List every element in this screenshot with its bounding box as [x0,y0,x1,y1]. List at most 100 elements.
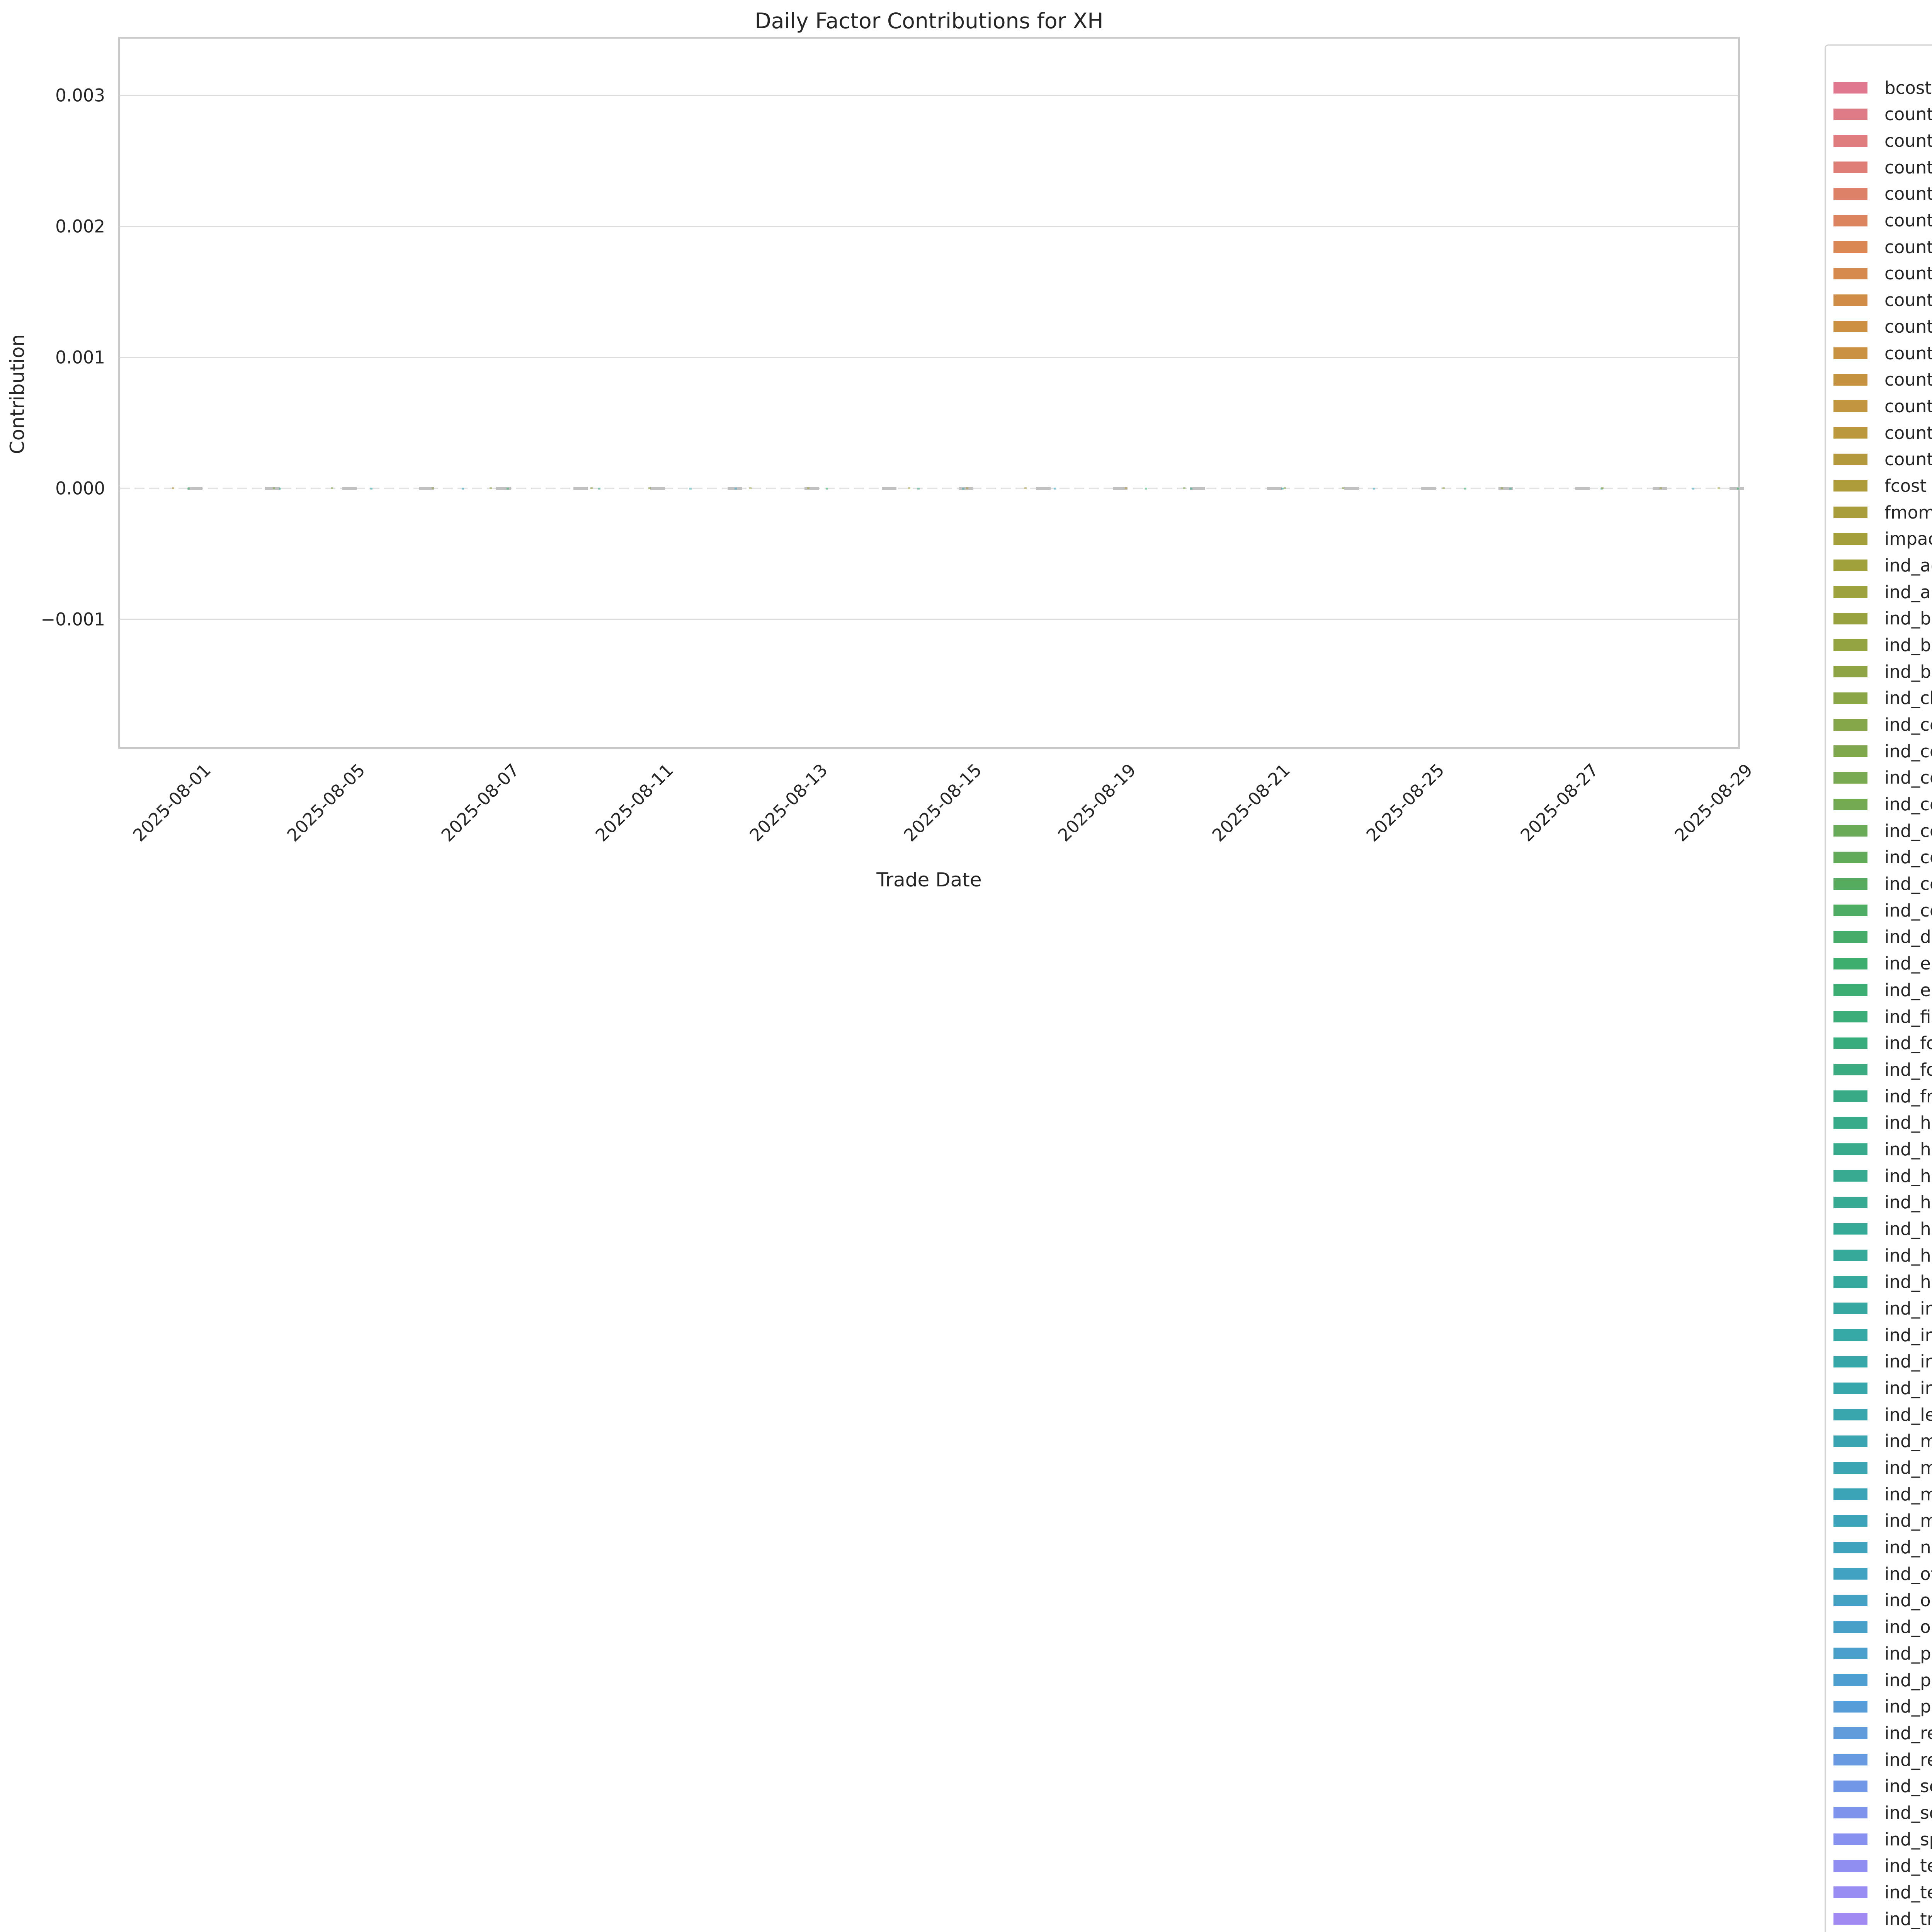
legend-item: ind_healthcare_providers_services [1826,1136,1932,1163]
legend-swatch [1833,1090,1867,1102]
legend-label: ind_passenger_transportation [1884,1670,1932,1690]
legend-label: ind_beverages [1884,634,1932,655]
data-speck [962,487,964,490]
data-speck [1718,487,1720,489]
legend-item: country_XH [1826,446,1932,473]
legend-item: ind_transportation_infrastructure [1826,1906,1932,1932]
y-axis-label: Contribution [6,334,29,454]
legend-swatch [1833,347,1867,359]
legend-label: ind_telecommunications_serices [1884,1855,1932,1876]
legend-item: fmom [1826,499,1932,526]
legend-swatch [1833,1754,1867,1766]
legend-swatch [1833,772,1867,784]
legend-swatch [1833,1648,1867,1660]
legend-item: ind_insurance [1826,1322,1932,1349]
legend-item: ind_automobile [1826,579,1932,605]
legend-item: impactCost [1826,526,1932,552]
legend-swatch [1833,214,1867,226]
legend-item: ind_aerospace_defense [1826,552,1932,579]
legend-swatch [1833,453,1867,465]
legend-swatch [1833,1727,1867,1739]
legend-item: ind_investment_services [1826,1375,1932,1401]
legend-item: ind_multiline_utilities [1826,1507,1932,1534]
x-tick-label: 2025-08-21 [1208,760,1294,846]
legend-swatch [1833,1488,1867,1500]
data-speck [598,487,600,490]
legend-item: ind_media_publishing [1826,1454,1932,1481]
legend-item: ind_semiconductors [1826,1773,1932,1799]
legend-swatch [1833,931,1867,943]
x-tick-label: 2025-08-07 [437,760,524,846]
legend-item: country_SG [1826,366,1932,393]
legend-item: ind_beverages [1826,632,1932,658]
legend-swatch [1833,321,1867,333]
legend-swatch [1833,400,1867,412]
legend-label: ind_media_publishing [1884,1458,1932,1478]
legend-item: ind_chemicals [1826,685,1932,711]
y-tick-label: 0.002 [55,216,105,237]
legend-label: country_AU [1884,104,1932,125]
data-speck [490,487,492,489]
legend-swatch [1833,1382,1867,1394]
legend-swatch [1833,984,1867,996]
y-tick-label: −0.001 [41,609,105,630]
legend-swatch [1833,1223,1867,1235]
legend-label: ind_semiconductors [1884,1776,1932,1797]
data-speck [826,487,828,490]
legend-label: country_TW [1884,422,1932,443]
legend-swatch [1833,241,1867,253]
legend-swatch [1833,507,1867,519]
legend-item: country_MY [1826,287,1932,313]
legend-swatch [1833,1303,1867,1315]
legend-swatch [1833,267,1867,279]
legend-swatch [1833,1594,1867,1606]
gridline [120,226,1738,227]
legend-label: ind_industrial_distribution [1884,1298,1932,1319]
data-speck [1737,487,1739,490]
data-speck [1464,487,1466,490]
legend-label: country_KR [1884,263,1932,284]
x-axis-label: Trade Date [876,869,982,891]
data-speck [749,487,752,489]
legend-item: country_NZ [1826,313,1932,340]
legend-item: ind_natural_gas_utilities [1826,1534,1932,1561]
legend-swatch [1833,1064,1867,1076]
legend-label: ind_multiline_utilities [1884,1510,1932,1531]
legend-label: ind_integrated_hardware_software [1884,1351,1932,1372]
legend-label: ind_specialty_reatil [1884,1829,1932,1850]
legend-swatch [1833,851,1867,863]
x-tick-label: 2025-08-15 [900,760,986,846]
data-speck [1442,487,1445,489]
group-zero-dash [265,486,280,490]
data-speck [331,487,333,489]
legend-item: ind_diversified_retail [1826,923,1932,950]
group-zero-dash [1498,486,1513,490]
legend-swatch [1833,82,1867,94]
legend-swatch [1833,1117,1867,1129]
legend-swatch [1833,1833,1867,1845]
legend-swatch [1833,745,1867,757]
legend-swatch [1833,374,1867,386]
data-speck [1509,487,1512,490]
data-speck [507,487,509,490]
legend-label: ind_healthcare_equipment_supplies [1884,1112,1932,1133]
legend-swatch [1833,905,1867,917]
data-speck [279,487,281,490]
legend-swatch [1833,1250,1867,1262]
legend-item: country_JP [1826,234,1932,260]
legend-item: ind_real_estate_operations [1826,1720,1932,1747]
legend-item: ind_hotels_entertainment [1826,1216,1932,1242]
x-tick-label: 2025-08-11 [592,760,678,846]
legend-label: ind_electronic_equipment [1884,980,1932,1000]
legend-item: ind_construction_engineering [1826,818,1932,844]
legend-item: ind_freight_logistics [1826,1083,1932,1110]
legend-label: ind_aerospace_defense [1884,555,1932,576]
data-speck [1053,487,1056,490]
legend-label: fcost [1884,475,1927,496]
legend-swatch [1833,957,1867,969]
legend-label: ind_textiles_apparel [1884,1882,1932,1903]
data-speck [689,487,692,490]
legend-label: country_HK [1884,157,1932,178]
legend-label: ind_machinery [1884,1431,1932,1452]
legend-item: ind_textiles_apparel [1826,1879,1932,1906]
